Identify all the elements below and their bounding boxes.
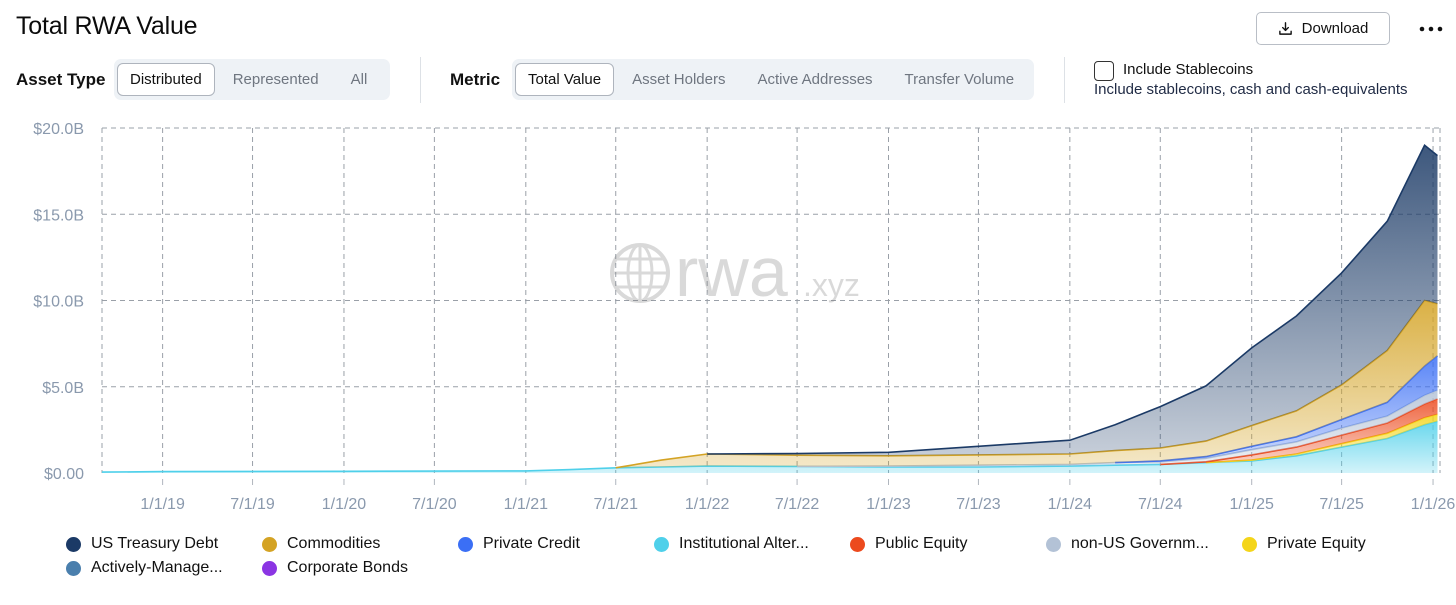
legend-label: Commodities — [287, 535, 381, 552]
y-tick-label: $5.0B — [42, 380, 84, 397]
legend-item[interactable]: Commodities — [262, 535, 380, 553]
y-tick-label: $15.0B — [33, 207, 84, 224]
legend-label: Private Equity — [1267, 535, 1366, 552]
legend-swatch — [1046, 536, 1061, 552]
legend-label: Actively-Manage... — [91, 559, 223, 576]
legend-swatch — [654, 536, 669, 552]
download-icon — [1278, 22, 1292, 35]
area-us-treasury-debt — [707, 145, 1438, 456]
x-tick-label: 1/1/19 — [140, 496, 185, 513]
legend-item[interactable]: US Treasury Debt — [66, 535, 218, 553]
legend-item[interactable]: Corporate Bonds — [262, 559, 408, 577]
svg-text:rwa: rwa — [675, 233, 788, 311]
x-tick-label: 7/1/22 — [775, 496, 820, 513]
legend-label: non-US Governm... — [1071, 535, 1209, 552]
x-tick-label: 7/1/23 — [956, 496, 1001, 513]
watermark-logo: rwa .xyz — [610, 233, 860, 311]
x-tick-label: 1/1/24 — [1048, 496, 1093, 513]
legend-swatch — [262, 536, 277, 552]
download-label: Download — [1301, 20, 1369, 37]
more-options-button[interactable] — [1418, 16, 1444, 42]
legend-item[interactable]: Private Credit — [458, 535, 580, 553]
x-tick-label: 7/1/19 — [230, 496, 275, 513]
more-horizontal-icon — [1419, 26, 1443, 32]
legend-label: US Treasury Debt — [91, 535, 219, 552]
legend-item[interactable]: Institutional Alter... — [654, 535, 809, 553]
x-tick-label: 7/1/24 — [1138, 496, 1183, 513]
download-button[interactable]: Download — [1256, 12, 1390, 45]
legend-swatch — [850, 536, 865, 552]
include-stablecoins-label[interactable]: Include Stablecoins — [1123, 61, 1254, 78]
legend-swatch — [66, 560, 81, 576]
metric-label: Metric — [450, 70, 501, 89]
x-tick-label: 1/1/20 — [322, 496, 367, 513]
x-tick-label: 1/1/23 — [866, 496, 911, 513]
metric-transfer-volume[interactable]: Transfer Volume — [904, 71, 1015, 88]
legend-item[interactable]: Private Equity — [1242, 535, 1366, 553]
page-title: Total RWA Value — [16, 12, 198, 40]
filter-divider — [420, 57, 421, 103]
legend-label: Corporate Bonds — [287, 559, 408, 576]
asset-type-distributed[interactable]: Distributed — [117, 63, 215, 96]
legend-label: Public Equity — [875, 535, 968, 552]
x-tick-label: 7/1/25 — [1319, 496, 1364, 513]
legend-swatch — [458, 536, 473, 552]
svg-text:.xyz: .xyz — [803, 267, 860, 303]
asset-type-all[interactable]: All — [350, 71, 368, 88]
area-institutional-alter — [102, 421, 1438, 473]
metric-asset-holders[interactable]: Asset Holders — [632, 71, 726, 88]
x-tick-label: 1/1/25 — [1229, 496, 1274, 513]
x-tick-label: 7/1/21 — [593, 496, 638, 513]
asset-type-toggle: Distributed Represented All — [114, 59, 390, 100]
area-public-equity — [1160, 398, 1438, 465]
legend-label: Private Credit — [483, 535, 580, 552]
legend-item[interactable]: Actively-Manage... — [66, 559, 223, 577]
x-tick-label: 1/1/26 — [1411, 496, 1456, 513]
legend-label: Institutional Alter... — [679, 535, 809, 552]
x-tick-label: 7/1/20 — [412, 496, 457, 513]
metric-total-value[interactable]: Total Value — [515, 63, 615, 96]
rwa-area-chart: $0.00 $5.0B $10.0B $15.0B $20.0B 1/1/19 7/1/19… — [33, 121, 1456, 513]
metric-toggle: Total Value Asset Holders Active Address… — [512, 59, 1034, 100]
include-stablecoins-checkbox[interactable] — [1094, 61, 1114, 81]
legend-swatch — [262, 560, 277, 576]
y-tick-label: $10.0B — [33, 294, 84, 311]
legend-swatch — [1242, 536, 1257, 552]
metric-active-addresses[interactable]: Active Addresses — [757, 71, 873, 88]
asset-type-label: Asset Type — [16, 70, 106, 89]
area-non-us-governm — [797, 390, 1438, 467]
y-tick-label: $0.00 — [44, 466, 84, 483]
x-tick-label: 1/1/21 — [504, 496, 549, 513]
x-tick-label: 1/1/22 — [685, 496, 730, 513]
y-tick-label: $20.0B — [33, 121, 84, 138]
include-stablecoins-description: Include stablecoins, cash and cash-equiv… — [1094, 81, 1408, 98]
legend-item[interactable]: Public Equity — [850, 535, 968, 553]
series-line-us-treasury-debt — [707, 144, 1438, 455]
filter-divider — [1064, 57, 1065, 103]
legend-swatch — [66, 536, 81, 552]
asset-type-represented[interactable]: Represented — [232, 71, 319, 88]
legend-item[interactable]: non-US Governm... — [1046, 535, 1209, 553]
